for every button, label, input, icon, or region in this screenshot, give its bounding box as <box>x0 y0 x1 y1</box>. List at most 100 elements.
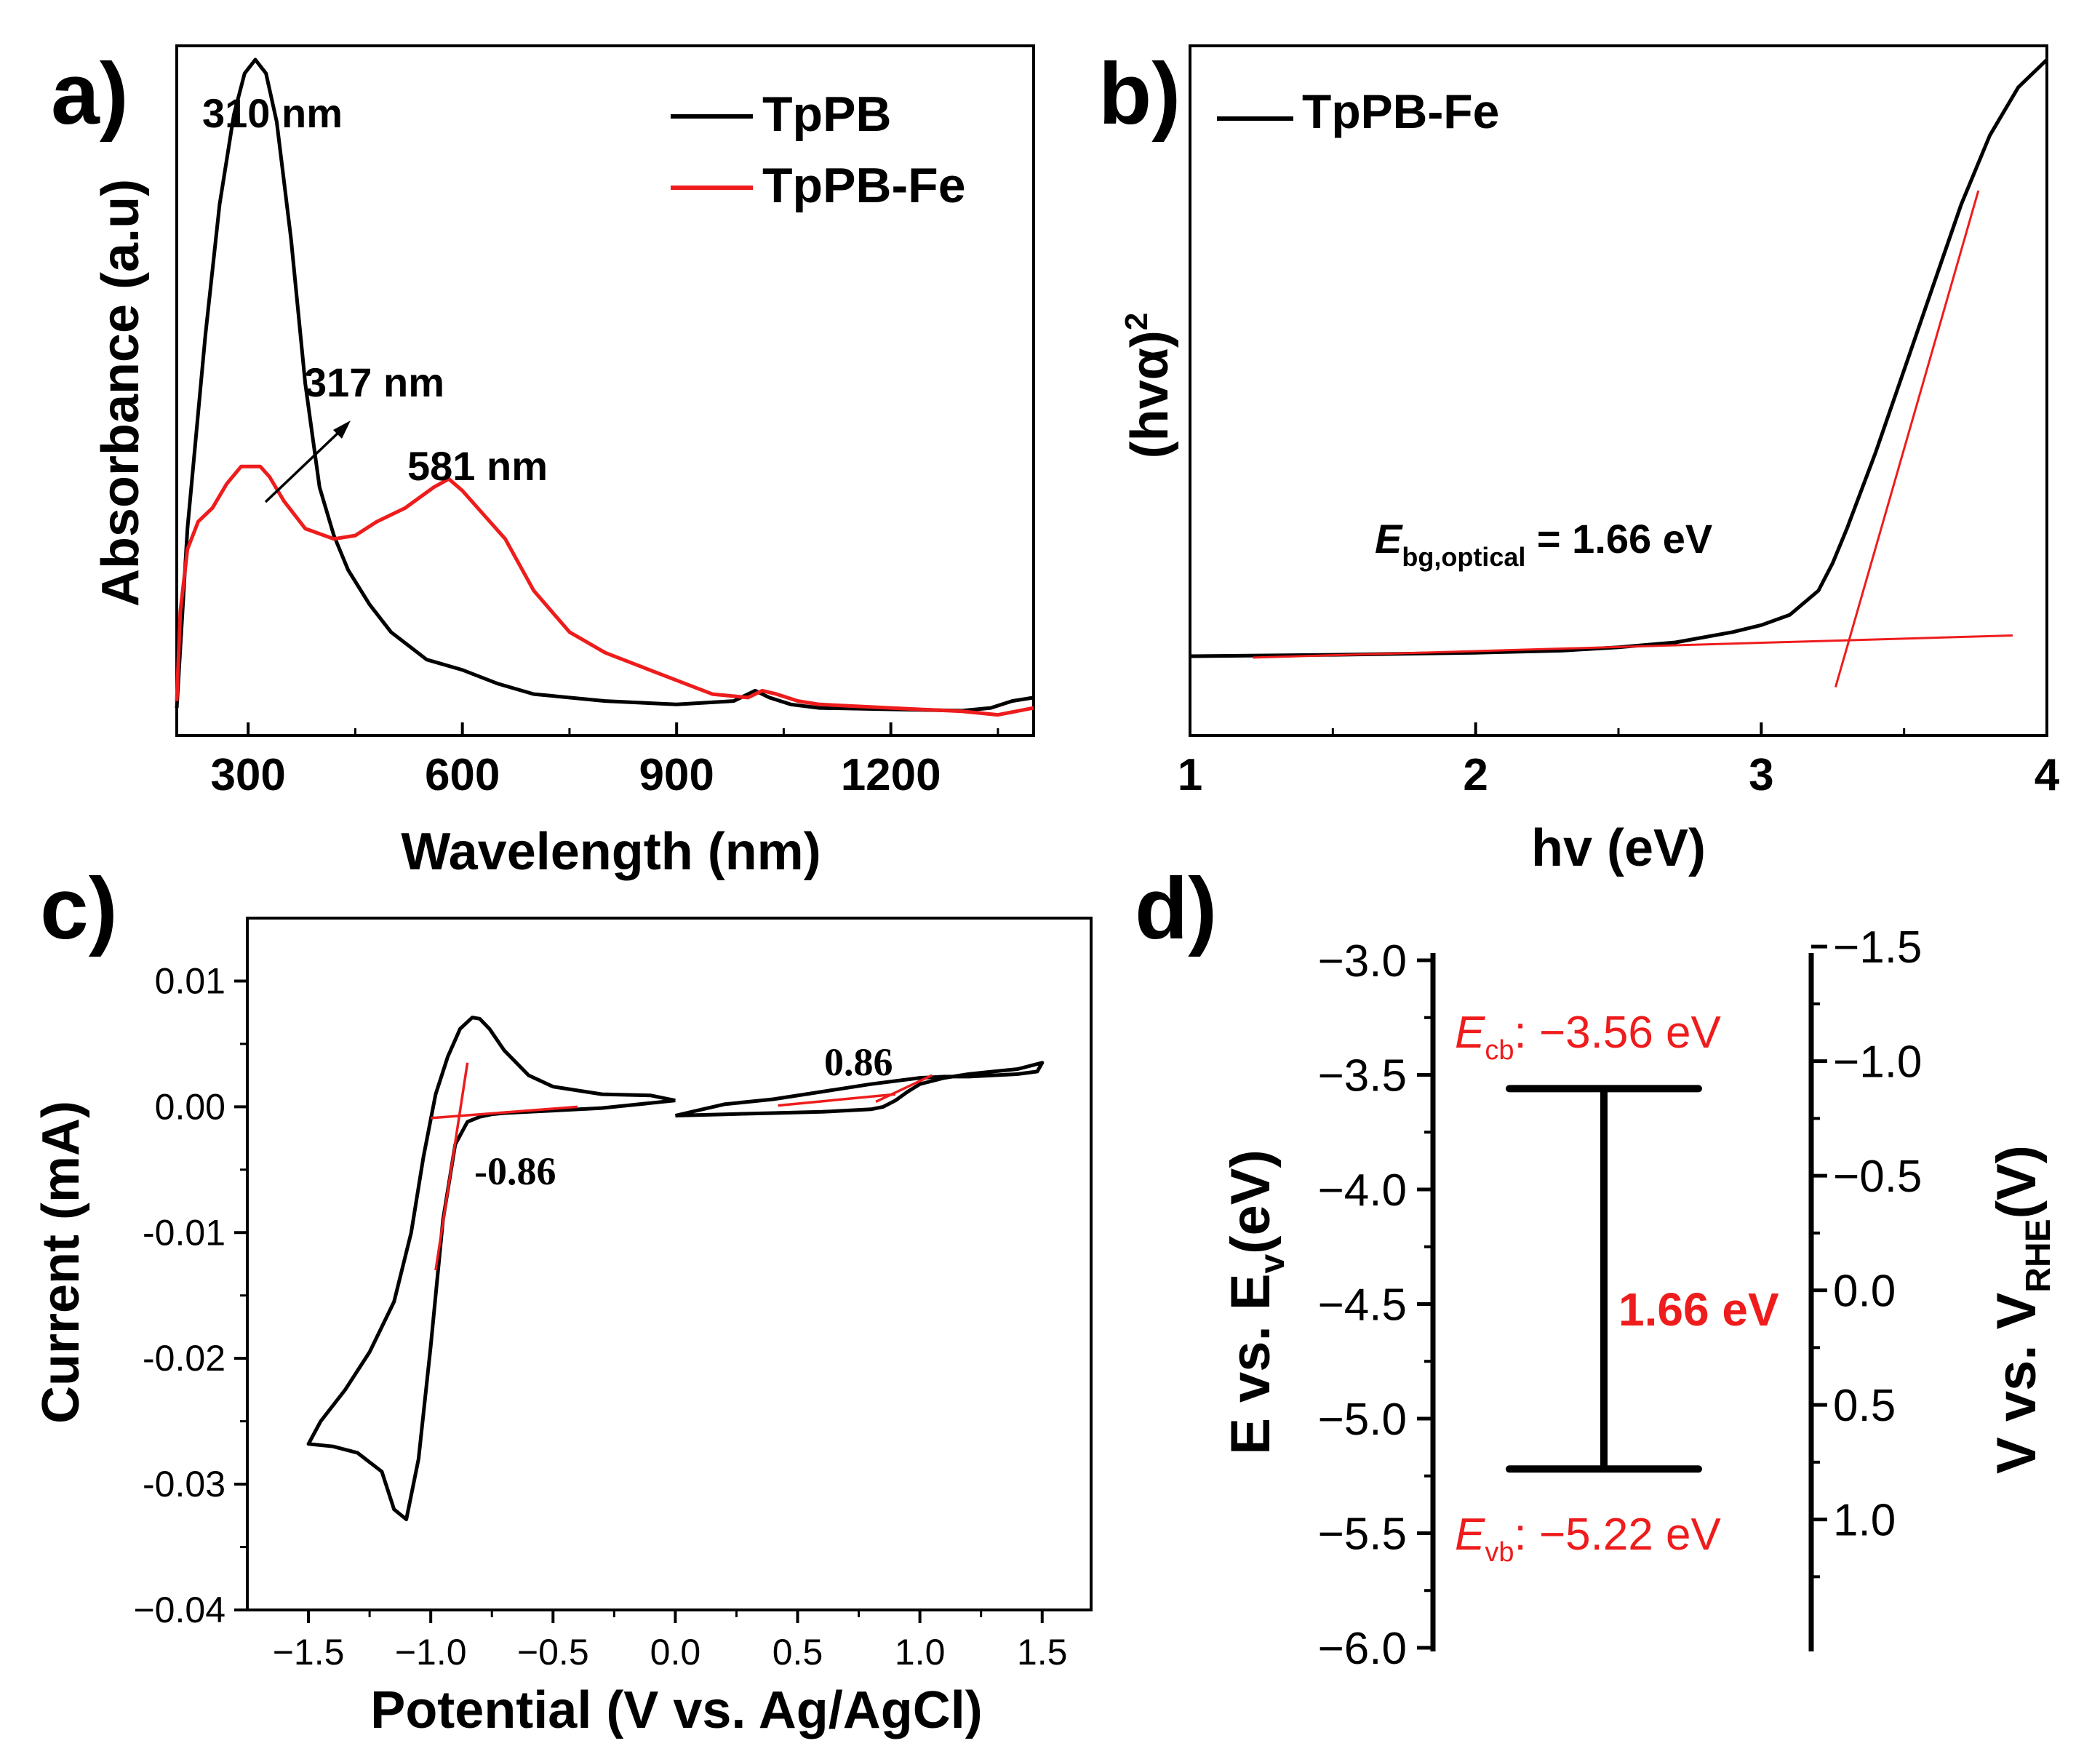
panel-b-x-axis-label: hv (eV) <box>1531 819 1706 877</box>
x-tick-label: 0.0 <box>650 1632 701 1673</box>
panel-a-x-tick-labels: 300 600 900 1200 <box>210 750 941 800</box>
panel-d: d) −3.0 −3.5 −4.0 −4.5 −5.0 −5.5 −6.0 −1.5 −1.0… <box>1135 860 2058 1674</box>
x-tick-label: 2 <box>1463 750 1488 800</box>
panel-d-left-label-main: E vs. E <box>1220 1274 1282 1455</box>
cb-label-sub: cb <box>1485 1035 1514 1066</box>
baseline-fit-line <box>1253 634 2013 659</box>
panel-b-x-tick-labels: 1 2 3 4 <box>1178 750 2060 800</box>
vb-label-sub: vb <box>1485 1537 1514 1568</box>
left-tick-label: −5.0 <box>1318 1395 1407 1445</box>
y-tick-label: 0.01 <box>155 960 225 1001</box>
y-tick-label: −0.04 <box>133 1590 225 1630</box>
panel-b-y-label-main: (hvα) <box>1121 330 1179 458</box>
panel-a: a) 300 600 900 1200 Wavelength (nm) Absorba… <box>51 44 1035 881</box>
x-tick-label: 900 <box>639 750 714 800</box>
panel-d-band-diagram <box>1506 1085 1702 1473</box>
right-tick-label: −1.5 <box>1833 922 1922 973</box>
panel-a-series <box>175 57 1034 717</box>
panel-c: c) −1.5 −1.0 −0.5 0.0 0.5 1.0 1.5 0.01 0.00 -0.0… <box>32 860 1093 1739</box>
left-tick-label: −6.0 <box>1318 1624 1407 1674</box>
panel-d-right-tick-labels: −1.5 −1.0 −0.5 0.0 0.5 1.0 <box>1833 922 1922 1546</box>
x-tick-label: 1.0 <box>895 1632 946 1673</box>
bandgap-sub: bg,optical <box>1402 542 1525 572</box>
panel-d-left-ticks <box>1417 958 1433 1650</box>
y-tick-label: -0.01 <box>143 1212 225 1253</box>
legend-label-tppb-fe: TpPB-Fe <box>762 158 966 213</box>
annotation-086: 0.86 <box>824 1040 893 1084</box>
panel-c-frame <box>246 917 1093 1611</box>
tangent-fit-line <box>1834 190 1980 688</box>
cv-curve <box>674 1061 1045 1117</box>
left-tick-label: −4.5 <box>1318 1280 1407 1331</box>
panel-b-x-ticks <box>1189 722 2048 736</box>
right-tick-label: 0.0 <box>1833 1267 1896 1317</box>
fit-line <box>431 1105 578 1120</box>
bandgap-annotation: Ebg,optical = 1.66 eV <box>1375 516 1712 572</box>
panel-d-right-label-sub: RHE <box>2019 1219 2058 1292</box>
right-tick-label: 0.5 <box>1833 1381 1896 1431</box>
panel-d-left-label-sub: v <box>1253 1254 1292 1274</box>
panel-c-y-tick-labels: 0.01 0.00 -0.01 -0.02 -0.03 −0.04 <box>133 960 225 1630</box>
panel-c-x-ticks <box>307 1610 1044 1623</box>
panel-c-x-tick-labels: −1.5 −1.0 −0.5 0.0 0.5 1.0 1.5 <box>273 1632 1068 1673</box>
x-tick-label: −1.0 <box>395 1632 467 1673</box>
panel-d-label: d) <box>1135 860 1217 957</box>
left-tick-label: −3.0 <box>1318 936 1407 986</box>
x-tick-label: 1.5 <box>1017 1632 1068 1673</box>
panel-b-label: b) <box>1098 45 1181 143</box>
annotation-317nm: 317 nm <box>304 359 444 405</box>
right-tick-label: −1.0 <box>1833 1037 1922 1088</box>
x-tick-label: 1200 <box>841 750 941 800</box>
left-tick-label: −5.5 <box>1318 1510 1407 1560</box>
panel-d-left-axis-label: E vs. Ev(eV) <box>1220 1149 1292 1455</box>
y-tick-label: -0.03 <box>143 1464 225 1504</box>
panel-b-y-label-sup: 2 <box>1119 313 1154 330</box>
x-tick-label: 3 <box>1749 750 1773 800</box>
panel-a-x-ticks <box>247 722 999 736</box>
cb-label-E: E <box>1455 1008 1485 1058</box>
series-line-tppb-fe <box>1189 58 2048 658</box>
x-tick-label: 4 <box>2035 750 2060 800</box>
series-line-tppb <box>175 57 1034 713</box>
panel-c-y-ticks <box>234 979 247 1611</box>
right-tick-label: −0.5 <box>1833 1152 1922 1202</box>
fit-line <box>778 1093 896 1107</box>
legend-label-tppb-fe-b: TpPB-Fe <box>1302 84 1499 138</box>
cb-label: Ecb: −3.56 eV <box>1455 1008 1722 1066</box>
legend-label-tppb: TpPB <box>762 87 892 142</box>
x-tick-label: −0.5 <box>517 1632 589 1673</box>
panel-d-right-axis-label: V vs. VRHE(V) <box>1986 1145 2058 1474</box>
cb-label-value: : −3.56 eV <box>1514 1008 1722 1058</box>
annotation-310nm: 310 nm <box>202 90 343 136</box>
right-tick-label: 1.0 <box>1833 1496 1896 1546</box>
panel-c-series <box>306 1016 1045 1521</box>
panel-d-right-label-end: (V) <box>1986 1145 2048 1219</box>
y-tick-label: 0.00 <box>155 1086 225 1127</box>
panel-d-left-label-end: (eV) <box>1220 1149 1282 1254</box>
annotation-581nm: 581 nm <box>407 443 548 489</box>
panel-d-right-label-main: V vs. V <box>1986 1292 2048 1474</box>
annotation-arrow-line <box>264 429 342 503</box>
bandgap-value: = 1.66 eV <box>1525 516 1712 562</box>
y-tick-label: -0.02 <box>143 1338 225 1379</box>
vb-label-E: E <box>1455 1510 1485 1560</box>
bandgap-E: E <box>1375 516 1403 562</box>
annotation-minus-086: -0.86 <box>474 1149 556 1193</box>
left-tick-label: −3.5 <box>1318 1051 1407 1101</box>
x-tick-label: 300 <box>210 750 285 800</box>
panel-b-y-axis-label: (hvα)2 <box>1119 313 1179 459</box>
x-tick-label: 0.5 <box>772 1632 823 1673</box>
panel-c-x-axis-label: Potential (V vs. Ag/AgCl) <box>370 1681 982 1739</box>
gap-label: 1.66 eV <box>1618 1283 1779 1336</box>
left-tick-label: −4.0 <box>1318 1165 1407 1216</box>
panel-a-label: a) <box>51 45 129 143</box>
vb-label-value: : −5.22 eV <box>1514 1510 1722 1560</box>
panel-a-y-axis-label: Absorbance (a.u) <box>92 179 150 607</box>
panel-d-left-tick-labels: −3.0 −3.5 −4.0 −4.5 −5.0 −5.5 −6.0 <box>1318 936 1407 1674</box>
x-tick-label: 1 <box>1178 750 1202 800</box>
panel-a-frame <box>175 44 1035 737</box>
x-tick-label: −1.5 <box>273 1632 345 1673</box>
panel-a-x-axis-label: Wavelength (nm) <box>401 823 821 881</box>
